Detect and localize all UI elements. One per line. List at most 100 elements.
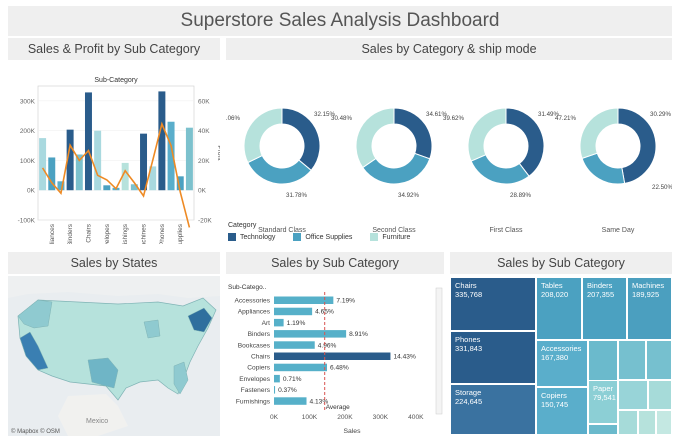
treemap-tile-chairs[interactable]: Chairs 335,768 [450, 277, 536, 331]
treemap-tile-small-5[interactable] [618, 380, 648, 410]
donut-label: 34.61% [426, 111, 447, 118]
treemap-panel-title: Sales by Sub Category [450, 252, 672, 274]
category-tick-label: Binders [67, 223, 74, 244]
ship-mode-label: Same Day [602, 227, 635, 234]
ship-mode-label: Standard Class [258, 227, 306, 234]
state-new-york[interactable] [187, 307, 213, 333]
state-texas[interactable] [87, 357, 119, 389]
treemap-tile-machines[interactable]: Machines 189,925 [627, 277, 672, 340]
sales-hbar [274, 397, 307, 405]
bar-category-label: Accessories [234, 298, 270, 305]
states-panel-title: Sales by States [8, 252, 220, 274]
state-michigan[interactable] [143, 319, 161, 339]
bar-percent-label: 6.48% [330, 365, 349, 372]
bar-panel: Sales by Sub Category Sub-Catego.. Access… [226, 252, 444, 436]
treemap-tile-small-9[interactable] [656, 410, 672, 435]
states-panel: Sales by States Mexico © Mapbox © OSM [8, 252, 220, 436]
bar-percent-label: 1.19% [287, 320, 306, 327]
donut-slice [581, 152, 626, 185]
state-california[interactable] [19, 331, 49, 371]
state-florida[interactable] [173, 361, 189, 395]
treemap-tile-paper[interactable]: Paper 79,541 [588, 380, 618, 424]
treemap-tile-small-4[interactable] [588, 424, 618, 435]
sales-bar [185, 127, 193, 191]
sales-hbar [274, 374, 280, 383]
category-tick-label: Furnishings [122, 223, 129, 244]
sales-hbar [274, 330, 347, 338]
bar-category-label: Bookcases [238, 342, 271, 349]
sales-bar [57, 181, 65, 191]
donut-label: 34.92% [398, 192, 419, 199]
profit-chart-title: Sub-Category [94, 77, 138, 84]
state-washington-oregon[interactable] [17, 299, 53, 329]
treemap-panel: Sales by Sub Category Chairs 335,768 Phon… [450, 252, 672, 436]
left-tick-label: 100K [20, 158, 36, 165]
treemap-tile-storage[interactable]: Storage 224,645 [450, 384, 536, 435]
treemap-tile-binders[interactable]: Binders 207,355 [582, 277, 627, 340]
category-tick-label: Machines [141, 223, 148, 244]
treemap-tile-tables[interactable]: Tables 208,020 [536, 277, 582, 340]
left-tick-label: 200K [20, 128, 36, 135]
treemap-tile-small-2[interactable] [618, 340, 646, 380]
bar-category-label: Fasteners [241, 387, 271, 394]
legend-item-technology[interactable]: Technology [228, 233, 275, 241]
sales-bar [149, 166, 157, 191]
profit-panel: Sales & Profit by Sub Category Sub-Categ… [8, 38, 223, 258]
bar-percent-label: 4.96% [318, 342, 337, 349]
x-tick-label: 0K [270, 414, 279, 421]
treemap-tile-small-7[interactable] [618, 410, 638, 435]
category-tick-label: Chairs [85, 223, 92, 243]
bar-percent-label: 14.43% [393, 354, 416, 361]
sales-bar [176, 176, 184, 191]
bar-percent-label: 8.91% [349, 331, 368, 338]
treemap-tile-small-8[interactable] [638, 410, 656, 435]
states-map[interactable]: Mexico © Mapbox © OSM [8, 276, 220, 436]
category-tick-label: Phones [159, 223, 166, 244]
bar-category-label: Envelopes [239, 376, 270, 383]
donut-slice [243, 107, 283, 164]
profit-chart[interactable]: Sub-Category 300K 200K 100K 0K -100K 60K 40K 20K… [8, 60, 223, 258]
map-copyright: © Mapbox © OSM [11, 428, 60, 435]
canada-region [8, 276, 220, 298]
donut-label: 39.62% [443, 115, 464, 122]
legend-items: Technology Office Supplies Furniture [228, 233, 410, 241]
treemap[interactable]: Chairs 335,768 Phones 331,843 Storage 224,6… [450, 277, 672, 435]
donut-slice [617, 107, 657, 184]
treemap-tile-phones[interactable]: Phones 331,843 [450, 331, 536, 384]
bar-category-label: Copiers [247, 365, 270, 372]
legend-swatch [370, 233, 379, 241]
right-tick-label: 0K [198, 188, 207, 195]
legend-item-office-supplies[interactable]: Office Supplies [293, 233, 352, 241]
donut-label: 30.48% [331, 115, 352, 122]
donut-slice [579, 107, 619, 160]
average-label: Average [326, 404, 350, 411]
donut-chart[interactable]: 36.06% 32.15% 31.78% Standard Class 30.48% 34… [219, 60, 673, 244]
sales-bar [103, 185, 111, 191]
donut-label: 47.21% [555, 115, 576, 122]
bar-category-label: Chairs [251, 354, 271, 361]
donut-label: 31.78% [286, 192, 307, 199]
category-tick-label: Supplies [177, 223, 184, 244]
left-tick-label: 300K [20, 98, 36, 105]
donut-slice [355, 107, 395, 169]
treemap-tile-small-6[interactable] [648, 380, 672, 410]
treemap-tile-copiers[interactable]: Copiers 150,745 [536, 387, 588, 435]
bar-percent-label: 0.71% [283, 376, 302, 383]
legend-label: Furniture [382, 233, 411, 241]
donut-label: 22.50% [652, 184, 672, 191]
sales-bar [84, 92, 92, 191]
right-tick-label: 20K [198, 158, 210, 165]
treemap-tile-small-3[interactable] [646, 340, 672, 380]
right-tick-label: 60K [198, 98, 210, 105]
donut-slice [505, 107, 545, 177]
sales-hbar [274, 363, 328, 372]
subcategory-bar-chart[interactable]: Sub-Catego.. Accessories 7.19% Appliances 4.… [226, 274, 444, 436]
profit-panel-title: Sales & Profit by Sub Category [8, 38, 220, 60]
left-tick-label: 0K [27, 188, 36, 195]
donut-label: 28.89% [510, 192, 531, 199]
usa-region[interactable] [17, 297, 217, 401]
mexico-label: Mexico [86, 418, 108, 425]
treemap-tile-accessories[interactable]: Accessories 167,380 [536, 340, 588, 387]
legend-item-furniture[interactable]: Furniture [370, 233, 410, 241]
bar-panel-title: Sales by Sub Category [226, 252, 444, 274]
